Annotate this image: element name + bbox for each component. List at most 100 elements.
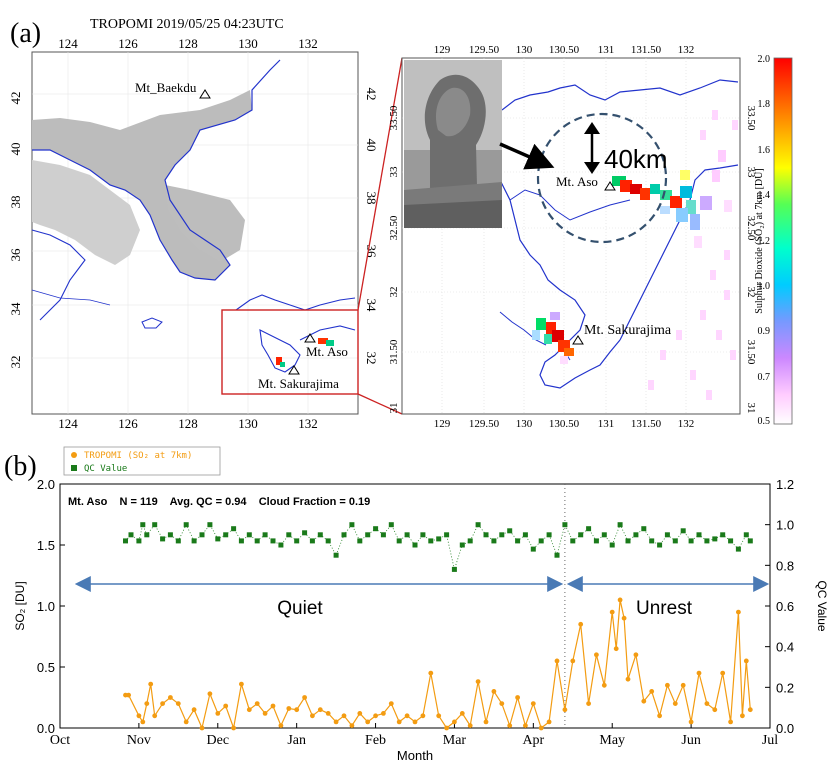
- svg-text:42: 42: [364, 88, 379, 101]
- data-point-qc: [696, 532, 702, 538]
- data-point-so2: [126, 692, 131, 698]
- x-tick-label: Nov: [127, 733, 151, 748]
- left-map: Mt_Baekdu Mt. Aso Mt. Sakurajima: [31, 51, 359, 415]
- data-point-so2: [459, 711, 465, 716]
- data-point-qc: [436, 536, 442, 542]
- data-point-qc: [317, 532, 323, 538]
- data-point-qc: [459, 542, 465, 548]
- left-map-x-ticks: 124 126 128 130 132 124 126 128 130 132: [58, 36, 318, 431]
- svg-text:130: 130: [516, 44, 533, 56]
- svg-text:131: 131: [598, 44, 615, 56]
- x-axis-label: Month: [397, 748, 433, 762]
- data-point-qc: [554, 552, 560, 558]
- data-point-qc: [444, 532, 450, 538]
- svg-text:1.4: 1.4: [758, 190, 771, 201]
- data-point-so2: [223, 703, 229, 709]
- data-point-so2: [325, 711, 331, 716]
- data-point-so2: [148, 681, 154, 687]
- svg-text:32: 32: [8, 356, 23, 369]
- x-tick-label: Dec: [207, 733, 230, 748]
- data-point-qc: [664, 532, 670, 538]
- svg-text:2.0: 2.0: [758, 54, 771, 65]
- y-tick-label: 1.0: [37, 599, 55, 614]
- zoom-connector: [357, 393, 403, 415]
- data-point-so2: [546, 719, 552, 725]
- data-point-so2: [601, 682, 607, 688]
- svg-text:31.50: 31.50: [745, 340, 757, 365]
- data-point-qc: [215, 536, 221, 542]
- data-point-qc: [451, 566, 457, 572]
- data-point-so2: [168, 695, 173, 700]
- data-point-qc: [609, 542, 615, 548]
- svg-text:132: 132: [298, 416, 318, 431]
- svg-text:38: 38: [8, 196, 23, 209]
- data-point-so2: [428, 670, 434, 676]
- svg-text:31.50: 31.50: [388, 339, 400, 364]
- data-point-qc: [475, 522, 481, 528]
- data-point-so2: [554, 658, 560, 664]
- data-point-so2: [538, 725, 544, 731]
- svg-text:38: 38: [364, 192, 379, 205]
- data-point-so2: [562, 707, 568, 713]
- data-point-so2: [365, 719, 371, 725]
- svg-text:132: 132: [678, 44, 695, 56]
- y-tick-right-label: 1.0: [776, 518, 794, 533]
- svg-text:1.8: 1.8: [758, 99, 771, 110]
- svg-text:128: 128: [178, 36, 198, 51]
- so2-plume-sakurajima: [532, 312, 574, 364]
- data-point-so2: [278, 723, 284, 728]
- data-point-so2: [621, 615, 627, 621]
- photo-pointer-arrow: [499, 142, 555, 170]
- data-point-qc: [325, 538, 331, 544]
- svg-text:132: 132: [298, 36, 318, 51]
- svg-text:124: 124: [58, 36, 78, 51]
- data-point-so2: [302, 695, 307, 700]
- place-label: Mt. Aso: [556, 174, 598, 189]
- so2-plume-aso: [612, 150, 732, 248]
- data-point-so2: [349, 723, 355, 728]
- data-point-qc: [286, 532, 292, 538]
- data-point-qc: [175, 538, 181, 544]
- data-point-so2: [736, 609, 741, 615]
- data-point-so2: [317, 707, 323, 713]
- chart-legend: TROPOMI (SO₂ at 7km) QC Value: [63, 446, 221, 476]
- data-point-qc: [167, 532, 173, 538]
- svg-text:33: 33: [745, 167, 757, 179]
- legend-label-so2: TROPOMI (SO₂ at 7km): [84, 451, 192, 461]
- svg-text:0.9: 0.9: [758, 326, 771, 337]
- data-point-qc: [238, 538, 244, 544]
- data-point-so2: [523, 723, 528, 728]
- volcano-icon: [199, 89, 211, 99]
- data-point-so2: [649, 689, 655, 694]
- data-point-so2: [728, 719, 733, 725]
- data-point-so2: [199, 725, 205, 731]
- svg-text:128: 128: [178, 416, 198, 431]
- data-point-qc: [404, 532, 410, 538]
- x-tick-label: May: [599, 733, 625, 748]
- data-point-qc: [246, 532, 252, 538]
- data-point-qc: [562, 522, 568, 528]
- data-point-qc: [123, 538, 128, 544]
- x-tick-label: Jun: [681, 733, 700, 748]
- radius-circle: [536, 112, 668, 244]
- data-point-qc: [593, 538, 599, 544]
- data-point-so2: [140, 719, 146, 725]
- legend-marker-qc: [71, 465, 77, 471]
- data-point-so2: [712, 707, 718, 713]
- svg-text:124: 124: [58, 416, 78, 431]
- chart-layer: Oct Nov Dec Jan Feb Mar Apr May Jun Jul0.00.51.01…: [37, 477, 794, 748]
- svg-text:130: 130: [516, 418, 533, 430]
- data-point-so2: [515, 695, 520, 700]
- data-point-qc: [152, 522, 158, 528]
- data-point-so2: [475, 679, 481, 684]
- data-point-so2: [183, 719, 189, 725]
- svg-text:33: 33: [388, 166, 400, 178]
- data-point-qc: [743, 532, 749, 538]
- svg-text:32: 32: [364, 352, 379, 365]
- svg-text:130.50: 130.50: [549, 44, 580, 56]
- data-point-so2: [412, 719, 418, 725]
- data-point-qc: [140, 522, 146, 528]
- svg-text:32.50: 32.50: [388, 215, 400, 240]
- data-point-qc: [254, 538, 260, 544]
- data-point-so2: [609, 609, 615, 615]
